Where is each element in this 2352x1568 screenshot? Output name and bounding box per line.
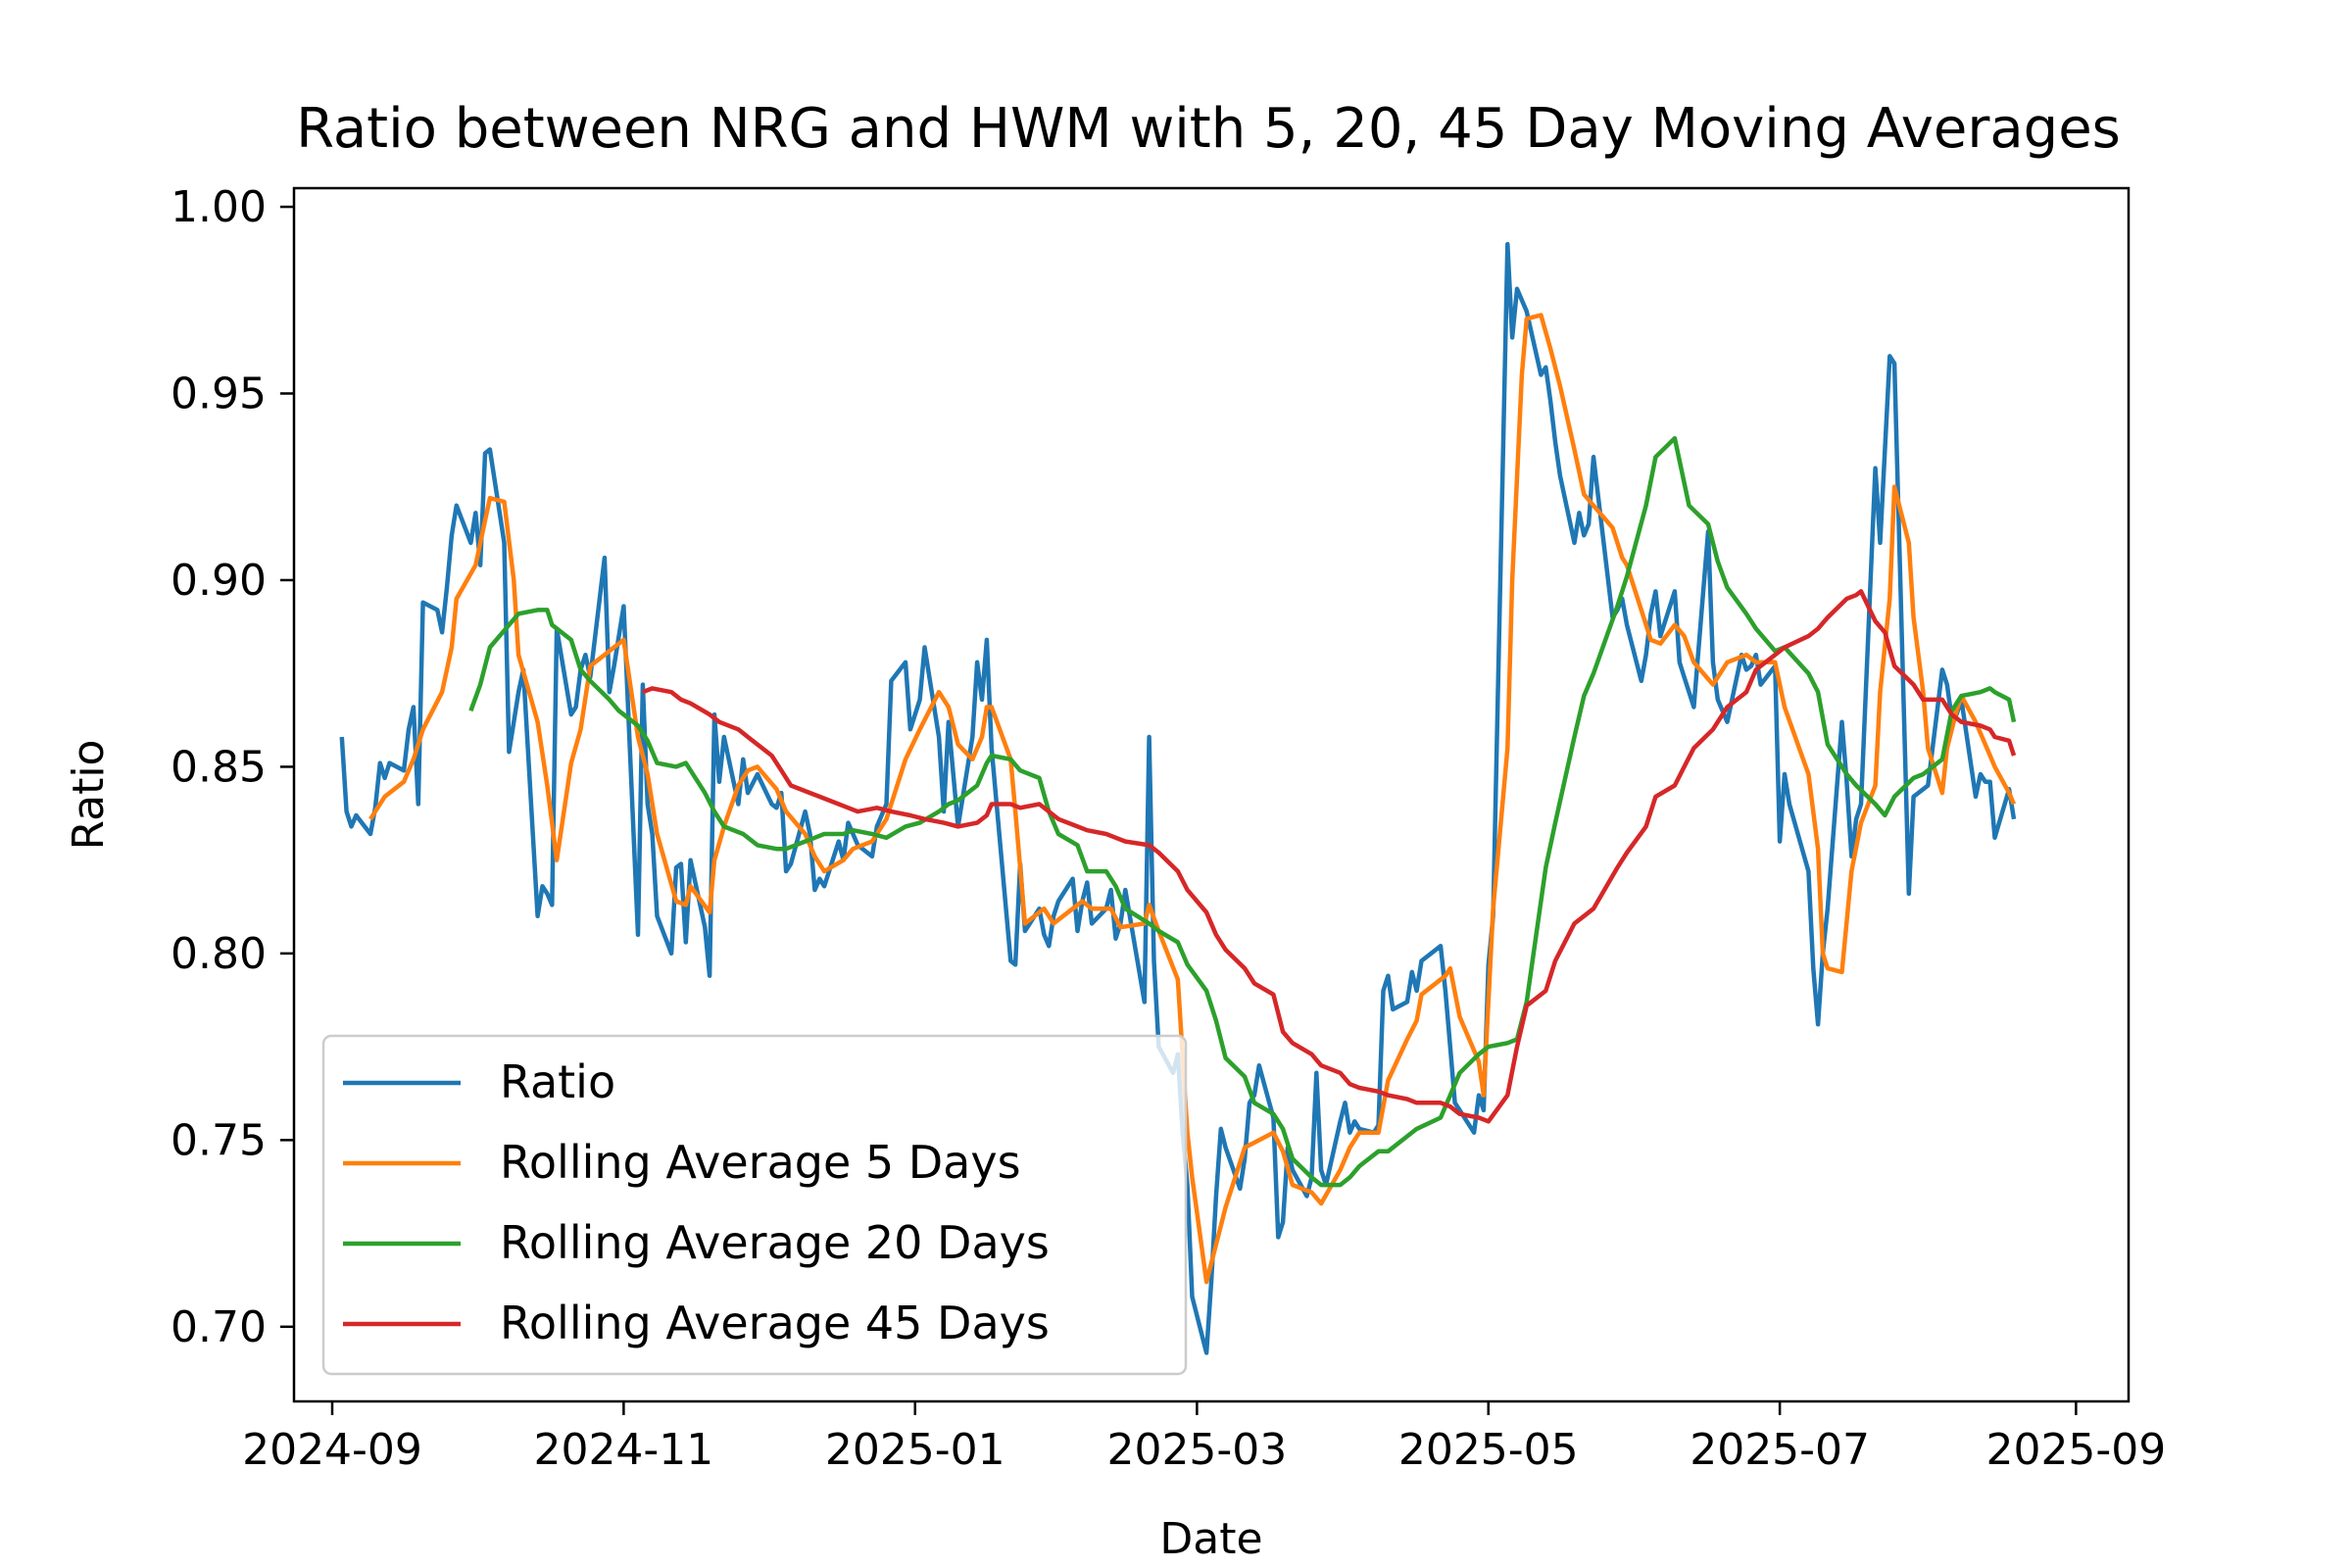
legend: Ratio Rolling Average 5 Days Rolling Avera… [321,1034,1188,1376]
x-axis: 2024-09 2024-11 2025-01 2025-03 2025-05 2025-… [242,1401,2166,1475]
x-tick-label: 2024-11 [533,1425,713,1475]
legend-label: Ratio [500,1055,615,1108]
x-tick-label: 2025-03 [1106,1425,1287,1475]
y-tick-label: 1.00 [171,182,267,232]
x-tick-label: 2025-01 [825,1425,1005,1475]
legend-label: Rolling Average 45 Days [500,1297,1050,1349]
x-tick-label: 2025-07 [1690,1425,1870,1475]
x-tick-label: 2025-05 [1398,1425,1579,1475]
legend-label: Rolling Average 20 Days [500,1216,1050,1269]
series-line-4 [642,589,2017,1124]
y-tick-label: 0.80 [171,929,267,979]
legend-box [321,1034,1188,1376]
y-tick-label: 0.90 [171,556,267,606]
legend-label: Rolling Average 5 Days [500,1136,1021,1189]
x-tick-label: 2025-09 [1985,1425,2166,1475]
series-layer [339,241,2017,1355]
y-tick-label: 0.70 [171,1302,267,1352]
chart-title: Ratio between NRG and HWM with 5, 20, 45… [296,97,2121,161]
y-tick-label: 0.85 [171,742,267,792]
series-line-2 [368,313,2017,1285]
series-line-3 [468,435,2017,1188]
y-axis: 0.70 0.75 0.80 0.85 0.90 0.95 1.00 [171,182,294,1352]
legend-items: Ratio Rolling Average 5 Days Rolling Avera… [343,1055,1050,1349]
y-tick-label: 0.75 [171,1115,267,1165]
plot-area-frame [292,186,2131,1403]
y-axis-label: Ratio [64,740,114,851]
x-axis-label: Date [1159,1514,1262,1564]
x-tick-label: 2024-09 [242,1425,422,1475]
y-tick-label: 0.95 [171,369,267,419]
